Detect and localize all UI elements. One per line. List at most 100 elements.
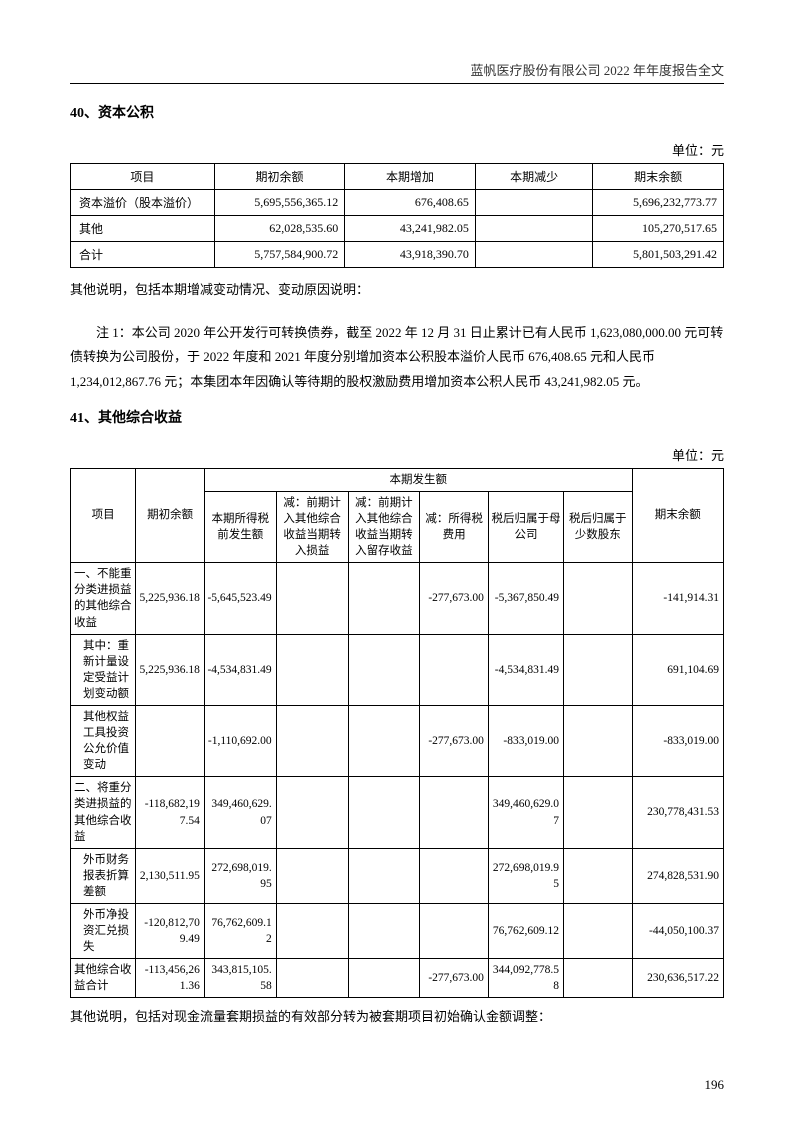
t2-col-6: 税后归属于母公司 — [488, 491, 563, 562]
t2-cell — [276, 634, 348, 705]
t2-cell: -141,914.31 — [632, 563, 723, 634]
t2-cell — [564, 848, 633, 903]
t2-col-4: 减：前期计入其他综合收益当期转入留存收益 — [348, 491, 420, 562]
t1-cell: 5,695,556,365.12 — [214, 190, 345, 216]
capital-reserve-table: 项目 期初余额 本期增加 本期减少 期末余额 资本溢价（股本溢价）5,695,5… — [70, 163, 724, 268]
section-41-footnote: 其他说明，包括对现金流量套期损益的有效部分转为被套期项目初始确认金额调整： — [70, 1006, 724, 1025]
t2-cell-label: 二、将重分类进损益的其他综合收益 — [71, 777, 136, 848]
t2-cell: 344,092,778.58 — [488, 959, 563, 998]
t2-col-7: 税后归属于少数股东 — [564, 491, 633, 562]
t2-cell: -277,673.00 — [420, 705, 489, 776]
t2-cell: -277,673.00 — [420, 959, 489, 998]
page-header: 蓝帆医疗股份有限公司 2022 年年度报告全文 — [70, 60, 724, 84]
t1-cell: 5,801,503,291.42 — [593, 242, 724, 268]
t2-cell-label: 其中：重新计量设定受益计划变动额 — [71, 634, 136, 705]
table-row: 其他权益工具投资公允价值变动-1,110,692.00-277,673.00-8… — [71, 705, 724, 776]
t2-cell — [564, 959, 633, 998]
t2-cell — [276, 848, 348, 903]
section-40-note2: 注 1：本公司 2020 年公开发行可转换债券，截至 2022 年 12 月 3… — [70, 321, 724, 395]
table-row: 其中：重新计量设定受益计划变动额5,225,936.18-4,534,831.4… — [71, 634, 724, 705]
t2-cell — [276, 959, 348, 998]
t1-cell-label: 其他 — [71, 216, 215, 242]
t2-cell: -5,645,523.49 — [204, 563, 276, 634]
table-row: 二、将重分类进损益的其他综合收益-118,682,197.54349,460,6… — [71, 777, 724, 848]
t2-cell — [276, 904, 348, 959]
section-40-title: 40、资本公积 — [70, 102, 724, 122]
t2-cell — [420, 634, 489, 705]
t2-cell: -44,050,100.37 — [632, 904, 723, 959]
t1-col-4: 期末余额 — [593, 164, 724, 190]
t1-cell: 676,408.65 — [345, 190, 476, 216]
t2-cell-label: 外币净投资汇兑损失 — [71, 904, 136, 959]
t2-col-2: 本期所得税前发生额 — [204, 491, 276, 562]
t1-col-0: 项目 — [71, 164, 215, 190]
t2-cell-label: 其他权益工具投资公允价值变动 — [71, 705, 136, 776]
t2-cell-label: 其他综合收益合计 — [71, 959, 136, 998]
t2-cell: 5,225,936.18 — [136, 634, 205, 705]
page-number: 196 — [705, 1077, 725, 1093]
t2-cell: 76,762,609.12 — [488, 904, 563, 959]
t2-cell: 230,778,431.53 — [632, 777, 723, 848]
t1-cell: 43,241,982.05 — [345, 216, 476, 242]
section-40-note1: 其他说明，包括本期增减变动情况、变动原因说明： — [70, 278, 724, 303]
t2-cell: -833,019.00 — [632, 705, 723, 776]
t2-cell — [564, 777, 633, 848]
t2-header-group: 本期发生额 — [204, 468, 632, 491]
t2-cell: 691,104.69 — [632, 634, 723, 705]
t2-cell — [420, 777, 489, 848]
t2-col-5: 减：所得税费用 — [420, 491, 489, 562]
section-41-unit: 单位：元 — [70, 445, 724, 464]
t2-cell: 2,130,511.95 — [136, 848, 205, 903]
t2-cell — [348, 959, 420, 998]
t2-cell: -113,456,261.36 — [136, 959, 205, 998]
t2-cell: 343,815,105.58 — [204, 959, 276, 998]
t2-cell: 349,460,629.07 — [204, 777, 276, 848]
table-row: 外币财务报表折算差额2,130,511.95272,698,019.95272,… — [71, 848, 724, 903]
t2-cell: 349,460,629.07 — [488, 777, 563, 848]
t2-col-1: 期初余额 — [136, 468, 205, 562]
t1-cell-label: 合计 — [71, 242, 215, 268]
t1-cell: 5,757,584,900.72 — [214, 242, 345, 268]
table-row: 其他综合收益合计-113,456,261.36343,815,105.58 -27… — [71, 959, 724, 998]
t2-cell — [420, 848, 489, 903]
t2-cell: 272,698,019.95 — [204, 848, 276, 903]
t2-cell: -277,673.00 — [420, 563, 489, 634]
t2-cell-label: 一、不能重分类进损益的其他综合收益 — [71, 563, 136, 634]
t2-cell: 274,828,531.90 — [632, 848, 723, 903]
t2-cell — [348, 563, 420, 634]
t2-cell — [348, 904, 420, 959]
t2-cell — [564, 634, 633, 705]
t1-cell-label: 资本溢价（股本溢价） — [71, 190, 215, 216]
t1-col-2: 本期增加 — [345, 164, 476, 190]
t2-cell: -5,367,850.49 — [488, 563, 563, 634]
section-41-title: 41、其他综合收益 — [70, 407, 724, 427]
t2-cell — [348, 634, 420, 705]
t2-cell — [276, 705, 348, 776]
t1-cell — [475, 216, 593, 242]
t2-cell: -833,019.00 — [488, 705, 563, 776]
table-row: 一、不能重分类进损益的其他综合收益5,225,936.18-5,645,523.… — [71, 563, 724, 634]
t2-cell — [564, 904, 633, 959]
t2-cell: 5,225,936.18 — [136, 563, 205, 634]
t2-cell — [420, 904, 489, 959]
t2-cell — [348, 705, 420, 776]
t2-cell — [276, 563, 348, 634]
t2-col-0: 项目 — [71, 468, 136, 562]
t2-cell-label: 外币财务报表折算差额 — [71, 848, 136, 903]
t2-cell — [276, 777, 348, 848]
t2-cell: -118,682,197.54 — [136, 777, 205, 848]
table-row: 合计5,757,584,900.7243,918,390.705,801,503… — [71, 242, 724, 268]
t1-cell: 105,270,517.65 — [593, 216, 724, 242]
t1-col-1: 期初余额 — [214, 164, 345, 190]
t2-cell: -4,534,831.49 — [204, 634, 276, 705]
table-row: 外币净投资汇兑损失-120,812,709.4976,762,609.1276,… — [71, 904, 724, 959]
table-row: 资本溢价（股本溢价）5,695,556,365.12676,408.655,69… — [71, 190, 724, 216]
t1-cell: 62,028,535.60 — [214, 216, 345, 242]
t1-col-3: 本期减少 — [475, 164, 593, 190]
t2-cell — [136, 705, 205, 776]
t2-cell: -4,534,831.49 — [488, 634, 563, 705]
t2-cell: -1,110,692.00 — [204, 705, 276, 776]
t2-col-3: 减：前期计入其他综合收益当期转入损益 — [276, 491, 348, 562]
t2-cell — [348, 777, 420, 848]
t2-cell — [348, 848, 420, 903]
